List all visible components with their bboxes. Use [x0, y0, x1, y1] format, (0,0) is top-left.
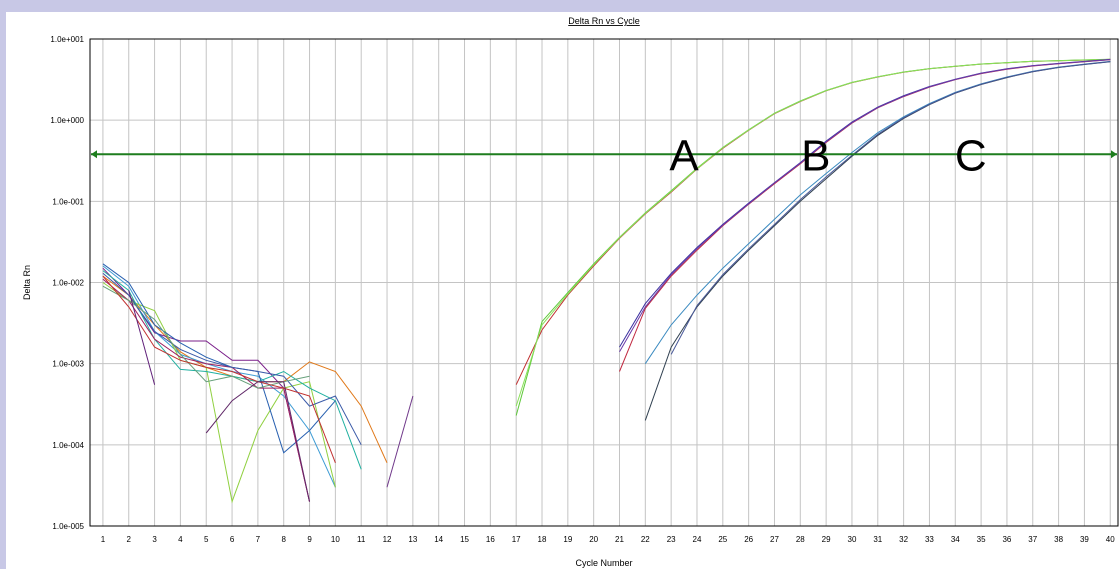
y-tick-label: 1.0e-004 — [52, 441, 84, 450]
x-tick-label: 4 — [178, 535, 183, 544]
x-tick-label: 9 — [307, 535, 312, 544]
series-line-3 — [102, 265, 336, 488]
x-tick-label: 6 — [230, 535, 235, 544]
x-tick-label: 29 — [822, 535, 831, 544]
threshold-line — [91, 150, 1117, 159]
series-line-14 — [515, 58, 1111, 385]
x-tick-label: 2 — [127, 535, 132, 544]
x-tick-label: 33 — [925, 535, 934, 544]
y-axis-label: Delta Rn — [22, 265, 32, 300]
x-tick-label: 34 — [951, 535, 960, 544]
series-line-6 — [102, 263, 336, 454]
x-tick-label: 23 — [667, 535, 676, 544]
x-tick-label: 10 — [331, 535, 340, 544]
x-tick-label: 35 — [977, 535, 986, 544]
series-line-22 — [670, 61, 1111, 355]
y-tick-label: 1.0e-002 — [52, 279, 84, 288]
series-line-9 — [102, 285, 310, 389]
x-axis-label: Cycle Number — [575, 558, 632, 568]
x-tick-label: 26 — [744, 535, 753, 544]
x-tick-label: 25 — [718, 535, 727, 544]
x-tick-label: 21 — [615, 535, 624, 544]
x-tick-label: 36 — [1002, 535, 1011, 544]
chart-frame: 1 2 3 4 5 6 7 8 9 10 11 12 13 14 15 16 17 18 19 20 21 22 23 24 2… — [6, 12, 1119, 569]
y-tick-label: 1.0e+001 — [50, 35, 84, 44]
x-tick-label: 12 — [383, 535, 392, 544]
x-tick-label: 31 — [873, 535, 882, 544]
annotations-group: A B C — [669, 131, 986, 180]
threshold-right-arrow — [1111, 150, 1117, 159]
x-tick-label: 28 — [796, 535, 805, 544]
x-tick-label: 24 — [693, 535, 702, 544]
x-tick-label: 13 — [408, 535, 417, 544]
chart-title: Delta Rn vs Cycle — [568, 16, 640, 26]
delta-rn-chart: 1 2 3 4 5 6 7 8 9 10 11 12 13 14 15 16 17 18 19 20 21 22 23 24 2… — [22, 16, 1119, 568]
series-line-17 — [619, 58, 1111, 348]
x-tick-label: 30 — [848, 535, 857, 544]
series-line-18 — [619, 59, 1111, 372]
y-tick-label: 1.0e-003 — [52, 360, 84, 369]
x-tick-label: 1 — [101, 535, 106, 544]
threshold-left-arrow — [91, 150, 97, 159]
series-group — [102, 58, 1111, 504]
x-tick-label: 18 — [538, 535, 547, 544]
series-line-4 — [102, 282, 336, 504]
y-tick-label: 1.0e-001 — [52, 197, 84, 206]
x-tick-label: 39 — [1080, 535, 1089, 544]
x-tick-label: 32 — [899, 535, 908, 544]
x-tick-label: 7 — [256, 535, 261, 544]
x-tick-label: 19 — [563, 535, 572, 544]
x-tick-label: 11 — [357, 535, 366, 544]
annotation-label: B — [801, 131, 830, 180]
x-tick-label: 14 — [434, 535, 443, 544]
series-line-19 — [619, 59, 1111, 353]
series-line-16 — [515, 58, 1111, 407]
series-line-10 — [102, 275, 336, 463]
series-line-8 — [102, 272, 362, 446]
x-tick-label: 16 — [486, 535, 495, 544]
y-tick-label: 1.0e-005 — [52, 522, 84, 531]
x-tick-label: 15 — [460, 535, 469, 544]
y-tick-label: 1.0e+000 — [50, 116, 84, 125]
axis-ticks: 1 2 3 4 5 6 7 8 9 10 11 12 13 14 15 16 17 18 19 20 21 22 23 24 2… — [50, 35, 1115, 544]
series-line-11 — [128, 290, 156, 385]
x-tick-label: 22 — [641, 535, 650, 544]
series-line-15 — [515, 58, 1111, 416]
annotation-label: A — [669, 131, 699, 180]
x-tick-label: 5 — [204, 535, 209, 544]
x-tick-label: 8 — [281, 535, 286, 544]
x-tick-label: 17 — [512, 535, 521, 544]
x-tick-label: 27 — [770, 535, 779, 544]
x-tick-label: 40 — [1106, 535, 1115, 544]
x-tick-label: 38 — [1054, 535, 1063, 544]
x-tick-label: 20 — [589, 535, 598, 544]
x-tick-label: 3 — [152, 535, 157, 544]
series-line-13 — [386, 395, 414, 488]
x-tick-label: 37 — [1028, 535, 1037, 544]
series-line-7 — [102, 278, 310, 502]
annotation-label: C — [955, 131, 987, 180]
grid-lines — [90, 38, 1118, 527]
plot-area — [89, 38, 1119, 527]
series-line-12 — [205, 381, 310, 502]
